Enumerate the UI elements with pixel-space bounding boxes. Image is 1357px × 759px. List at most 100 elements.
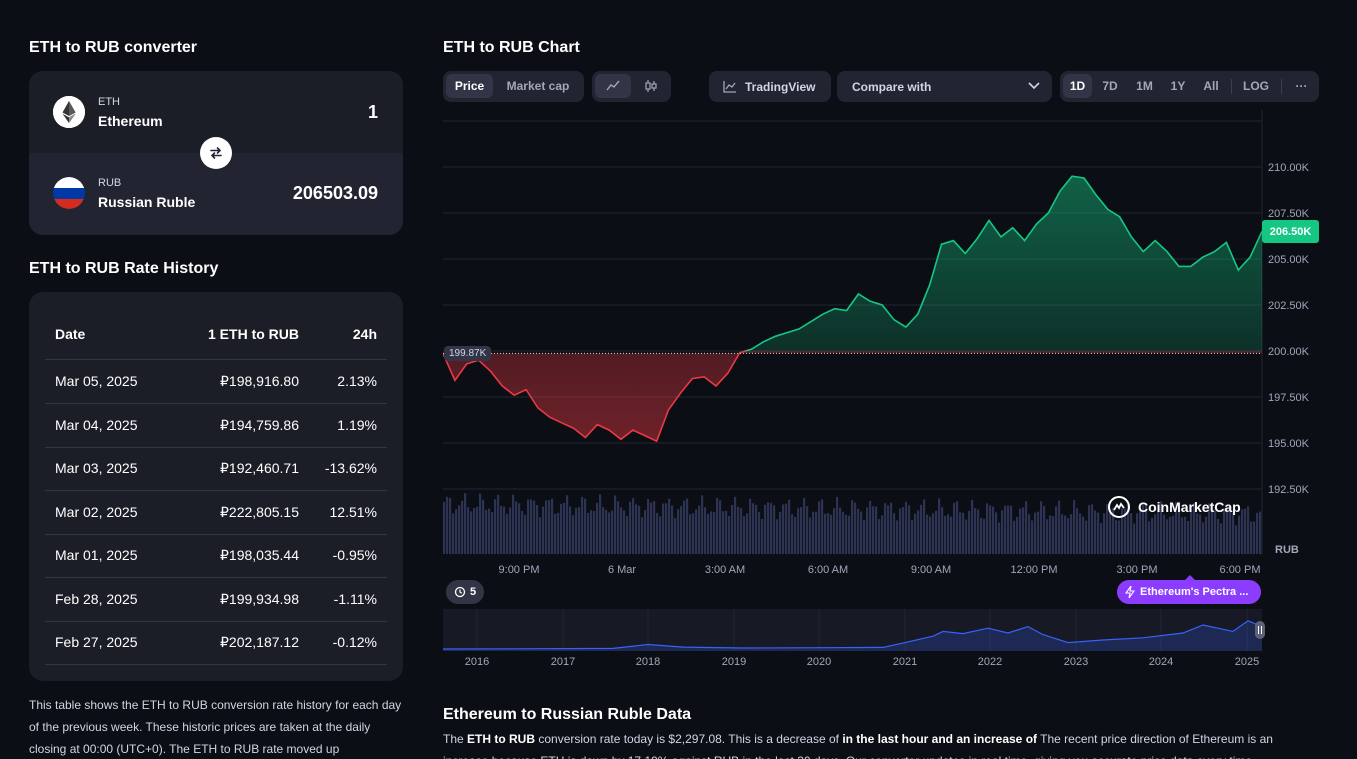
volume-bar [695,509,698,554]
price-marketcap-toggle: Price Market cap [443,71,584,102]
swap-arrows-icon [210,147,222,159]
volume-bar [1082,516,1085,554]
ethereum-icon [53,96,85,128]
price-point [714,384,718,388]
volume-bar [575,507,578,554]
p-lead: The [443,732,468,746]
volume-bar [1220,523,1223,554]
volume-bar [602,507,605,554]
price-point [1236,268,1240,272]
price-area-above-baseline [745,176,1262,351]
price-area-below-baseline [443,351,1262,442]
volume-bar [521,511,524,554]
volume-bar [518,503,521,554]
volume-bar [1160,501,1163,554]
volume-bar [821,499,824,554]
volume-bar [974,508,977,554]
tradingview-button[interactable]: TradingView [709,71,831,102]
price-point [940,242,944,246]
range-1d[interactable]: 1D [1063,74,1092,98]
volume-bar [1166,519,1169,554]
swap-button[interactable] [200,137,232,169]
volume-bar [584,498,587,554]
overview-x-tick: 2019 [721,656,747,668]
brush-handle[interactable] [1255,621,1265,639]
price-point [987,218,991,222]
range-all[interactable]: All [1203,79,1219,93]
volume-bar [872,506,875,554]
volume-bar [449,497,452,554]
overview-brush-chart[interactable] [443,609,1269,651]
volume-bar [1259,511,1262,554]
compare-dropdown[interactable]: Compare with [837,71,1052,102]
volume-bar [1025,501,1028,554]
volume-bar [857,508,860,554]
price-point [809,320,813,324]
volume-bar [1241,509,1244,554]
volume-bar [806,506,809,554]
price-point [1023,239,1027,243]
candlestick-button[interactable] [633,74,668,98]
price-point [1213,250,1217,254]
volume-bar [725,510,728,554]
line-chart-button[interactable] [595,74,631,98]
range-7d[interactable]: 7D [1102,79,1118,93]
volume-bar [818,501,821,554]
more-options-button[interactable]: ··· [1295,79,1308,93]
range-1y[interactable]: 1Y [1170,79,1186,93]
table-row: Mar 01, 2025 ₽198,035.44 -0.95% [45,534,387,578]
y-tick: 195.00K [1268,438,1310,450]
price-point [1201,255,1205,259]
compare-label: Compare with [852,80,932,94]
volume-bar [1136,513,1139,554]
volume-bar [722,511,725,554]
volume-bar [1139,510,1142,554]
range-1m[interactable]: 1M [1136,79,1153,93]
volume-bar [1232,512,1235,554]
volume-bar [1067,518,1070,554]
tab-price[interactable]: Price [446,74,493,98]
volume-bar [998,522,1001,554]
overview-area [443,620,1262,651]
volume-bar [446,496,449,554]
lightning-icon [1125,586,1135,598]
volume-bar [629,501,632,554]
row-change: -1.11% [333,591,377,607]
volume-bar [800,507,803,554]
from-amount-input[interactable]: 1 [367,102,378,122]
row-rate: ₽222,805.15 [220,504,299,520]
volume-bar [833,508,836,554]
price-point [607,428,611,432]
volume-bar [1001,510,1004,554]
volume-bar [503,506,506,554]
divider [1231,79,1232,94]
price-point [975,237,979,241]
volume-bar [551,498,554,554]
volume-bar [488,508,491,554]
volume-bar [785,503,788,554]
volume-bar [968,510,971,554]
price-point [702,375,706,379]
volume-bar [515,501,518,554]
event-pectra-badge[interactable]: Ethereum's Pectra ... [1117,580,1261,604]
events-button[interactable]: 5 [446,580,484,604]
volume-bar [1193,502,1196,554]
volume-bar [626,516,629,554]
volume-bar [590,510,593,554]
volume-bar [854,502,857,554]
volume-bar [1178,507,1181,554]
table-row: Mar 05, 2025 ₽198,916.80 2.13% [45,360,387,404]
log-scale-toggle[interactable]: LOG [1243,79,1269,93]
to-amount-input[interactable]: 206503.09 [292,183,378,203]
event-pointer [1185,575,1195,580]
tab-market-cap[interactable]: Market cap [506,79,570,93]
price-point [643,434,647,438]
volume-bar [812,511,815,554]
watermark-text: CoinMarketCap [1138,499,1241,515]
price-point [928,283,932,287]
price-point [845,309,849,313]
volume-bar [743,516,746,554]
volume-bar [1157,509,1160,554]
volume-bar [797,508,800,554]
